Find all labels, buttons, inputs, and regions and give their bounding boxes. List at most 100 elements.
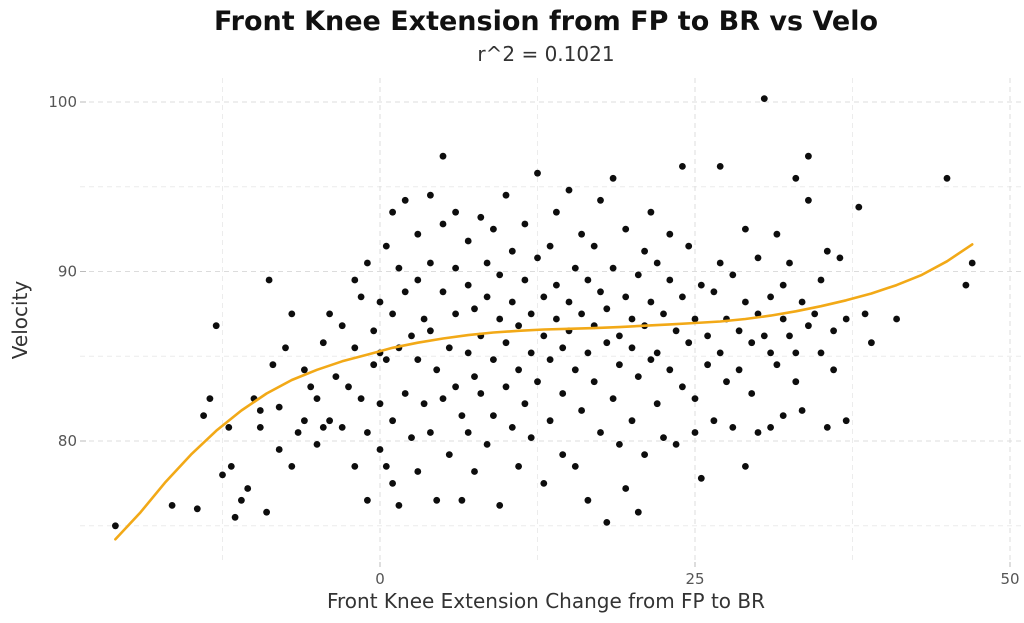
scatter-point [559,451,567,458]
scatter-point [609,174,617,182]
scatter-point [508,298,516,306]
scatter-point [823,424,831,431]
scatter-point [754,310,762,318]
scatter-point [534,169,541,177]
scatter-point [357,395,365,402]
scatter-point [565,186,573,194]
scatter-point [571,463,579,470]
x-tick-label: 25 [685,570,704,588]
scatter-point [490,225,497,233]
scatter-point [634,373,642,380]
scatter-point [515,366,522,374]
scatter-point [244,485,252,492]
scatter-point [754,254,762,262]
scatter-point [597,196,604,204]
scatter-point [414,468,422,475]
scatter-point [729,271,737,279]
scatter-point [830,327,837,335]
scatter-point [578,310,585,318]
scatter-point [653,259,661,267]
scatter-point [760,332,768,340]
scatter-point [521,220,529,228]
scatter-point [666,230,674,238]
scatter-point [830,366,837,374]
scatter-point [704,332,711,340]
scatter-point [483,293,491,301]
scatter-point [641,247,648,255]
scatter-point [263,508,270,516]
grid [80,78,1024,562]
scatter-point [565,298,573,306]
scatter-point [773,230,781,238]
scatter-point [540,480,548,487]
scatter-point [508,424,516,431]
scatter-point [382,242,390,250]
scatter-point [534,378,541,386]
scatter-point [660,310,667,318]
scatter-point [288,310,296,318]
scatter-point [842,315,850,323]
y-tick-label: 80 [58,432,77,450]
scatter-point [597,288,604,296]
scatter-point [471,468,478,475]
scatter-point [553,208,560,216]
scatter-point [868,339,875,347]
scatter-point [490,412,497,419]
scatter-point [445,344,453,352]
scatter-point [471,305,478,313]
scatter-point [319,339,327,347]
x-tick-label: 0 [375,570,385,588]
scatter-point [502,191,510,199]
scatter-point [231,513,239,521]
scatter-point [691,395,699,402]
scatter-point [836,254,844,262]
scatter-point [571,366,579,374]
scatter-point [691,429,699,436]
scatter-point [647,356,655,363]
scatter-point [527,349,535,357]
scatter-point [773,361,781,369]
scatter-point [464,237,472,245]
scatter-point [275,403,283,411]
scatter-point [420,315,428,323]
scatter-point [540,332,548,340]
scatter-point [458,412,466,419]
scatter-point [590,378,598,386]
scatter-point [427,191,434,199]
scatter-point [219,471,226,479]
scatter-point [288,463,296,470]
scatter-point [319,424,327,431]
scatter-point [439,220,447,228]
scatter-point [590,242,598,250]
scatter-point [534,254,541,262]
scatter-point [521,276,529,284]
scatter-point [817,349,825,357]
scatter-point [893,315,900,323]
scatter-point [364,429,371,436]
scatter-point [697,474,705,482]
scatter-point [584,276,592,284]
scatter-point [389,480,396,487]
scatter-point [200,412,208,419]
scatter-point [364,259,371,267]
scatter-point [464,429,472,436]
scatter-point [351,344,359,352]
scatter-point [805,322,812,330]
scatter-point [502,383,510,391]
scatter-point [578,230,585,238]
scatter-point [452,208,459,216]
scatter-point [338,424,346,431]
scatter-point [401,390,409,397]
scatter-point [225,424,233,431]
scatter-point [792,349,800,357]
axis-ticks: 0 25 50 80 90 100 [48,93,1019,588]
scatter-point [603,519,611,526]
scatter-point [679,163,686,170]
scatter-point [338,322,346,330]
scatter-point [515,463,522,470]
scatter-point [345,383,352,391]
scatter-point [433,366,441,374]
scatter-point [502,339,510,347]
scatter-point [823,247,831,255]
